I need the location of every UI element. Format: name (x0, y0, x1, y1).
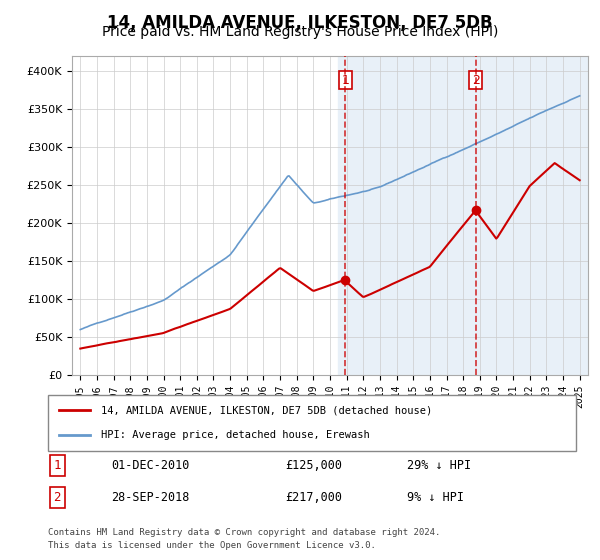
Text: 2: 2 (53, 491, 61, 504)
Text: 1: 1 (53, 459, 61, 472)
Text: £125,000: £125,000 (286, 459, 343, 472)
Text: HPI: Average price, detached house, Erewash: HPI: Average price, detached house, Erew… (101, 430, 370, 440)
Text: 9% ↓ HPI: 9% ↓ HPI (407, 491, 464, 504)
Text: £217,000: £217,000 (286, 491, 343, 504)
Text: 14, AMILDA AVENUE, ILKESTON, DE7 5DB: 14, AMILDA AVENUE, ILKESTON, DE7 5DB (107, 14, 493, 32)
Text: Price paid vs. HM Land Registry's House Price Index (HPI): Price paid vs. HM Land Registry's House … (102, 25, 498, 39)
Text: Contains HM Land Registry data © Crown copyright and database right 2024.: Contains HM Land Registry data © Crown c… (48, 528, 440, 537)
Text: 14, AMILDA AVENUE, ILKESTON, DE7 5DB (detached house): 14, AMILDA AVENUE, ILKESTON, DE7 5DB (de… (101, 405, 432, 416)
Bar (338, 56, 588, 375)
Text: 1: 1 (341, 73, 349, 87)
Text: 28-SEP-2018: 28-SEP-2018 (112, 491, 190, 504)
Text: 01-DEC-2010: 01-DEC-2010 (112, 459, 190, 472)
Text: 29% ↓ HPI: 29% ↓ HPI (407, 459, 471, 472)
Text: This data is licensed under the Open Government Licence v3.0.: This data is licensed under the Open Gov… (48, 541, 376, 550)
FancyBboxPatch shape (48, 395, 576, 451)
Text: 2: 2 (472, 73, 479, 87)
